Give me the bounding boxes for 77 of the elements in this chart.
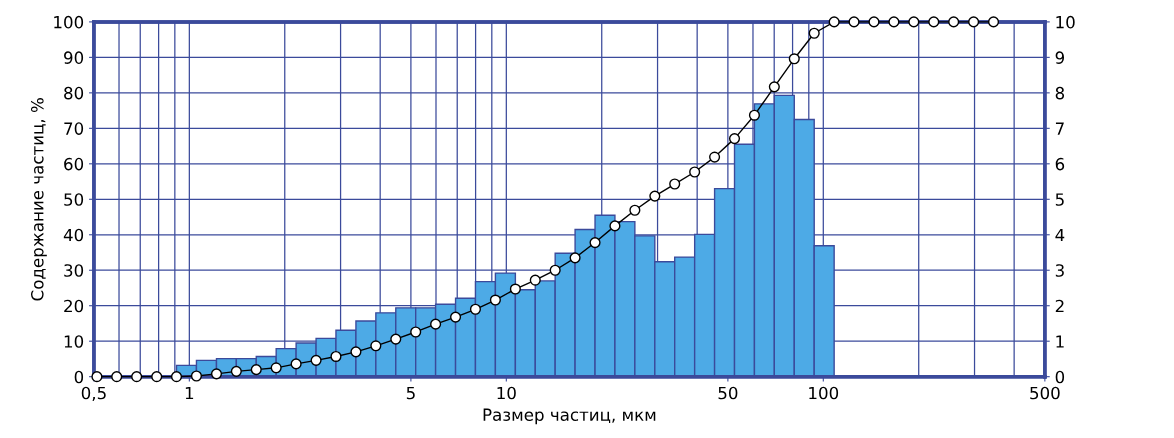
x-tick-label: 0,5 [81,386,106,401]
y2-tick-label: 1 [1056,335,1064,348]
point [190,370,203,382]
y-tick-label: 10 [64,335,84,348]
y2-tick-label: 2 [1055,299,1064,313]
point [669,178,681,190]
point [928,16,940,28]
y-tick-label: 90 [64,51,84,64]
y-tick-label: 30 [64,264,84,277]
y-tick-label: 0 [74,370,84,384]
y2-tick-label: 4 [1055,228,1065,242]
y-tick-label: 70 [64,122,84,135]
point [629,204,641,216]
point [310,354,322,366]
y-tick-label: 80 [64,86,84,100]
point [768,81,780,93]
y2-tick-label: 5 [1055,193,1064,206]
y2-tick-label: 6 [1055,157,1065,171]
point [330,350,342,363]
y2-tick-label: 3 [1055,264,1064,277]
point [609,220,621,232]
point [848,16,860,28]
point [170,371,183,383]
point [987,16,1000,28]
point [689,166,701,178]
point [589,237,601,249]
x-tick-label: 50 [718,386,738,400]
point [390,333,402,345]
y-tick-label: 50 [64,193,84,206]
point [868,16,880,28]
y2-tick-label: 10 [1056,15,1075,29]
y-tick-label: 40 [63,228,84,242]
y2-tick-label: 9 [1055,51,1065,64]
point [529,274,541,286]
x-tick-label: 500 [1030,386,1060,400]
point [549,264,561,276]
x-axis-title: Размер частиц, мкм [483,408,656,425]
y-tick-label: 20 [64,299,84,313]
point [410,326,422,338]
point [91,371,103,383]
point [569,252,581,264]
point [370,340,382,352]
x-tick-label: 100 [809,386,839,400]
y-tick-label: 60 [64,157,84,171]
point [210,368,223,380]
point [748,109,760,121]
y-axis-title: Содержание частиц, % [30,98,47,301]
y2-tick-label: 0 [1055,370,1065,384]
point [489,294,501,306]
point [111,371,123,383]
point [908,16,920,28]
point [290,358,302,370]
point [430,318,442,330]
point [250,364,262,376]
point [450,311,462,323]
y-tick-label: 100 [54,15,84,29]
point [709,151,721,163]
point [948,16,960,28]
point [230,365,242,377]
x-tick-label: 1 [185,386,194,400]
point [788,53,800,65]
point [649,190,661,202]
point [808,27,820,39]
point [270,362,282,374]
y2-tick-label: 7 [1055,122,1064,135]
point [350,346,362,358]
x-tick-label: 5 [406,386,415,400]
point [888,16,900,28]
point [968,16,980,28]
point [728,133,741,145]
point [469,303,482,315]
x-tick-label: 10 [497,386,516,400]
y2-tick-label: 8 [1055,86,1065,100]
point [509,283,521,295]
point [131,371,143,383]
point [151,371,163,383]
point [828,16,840,28]
